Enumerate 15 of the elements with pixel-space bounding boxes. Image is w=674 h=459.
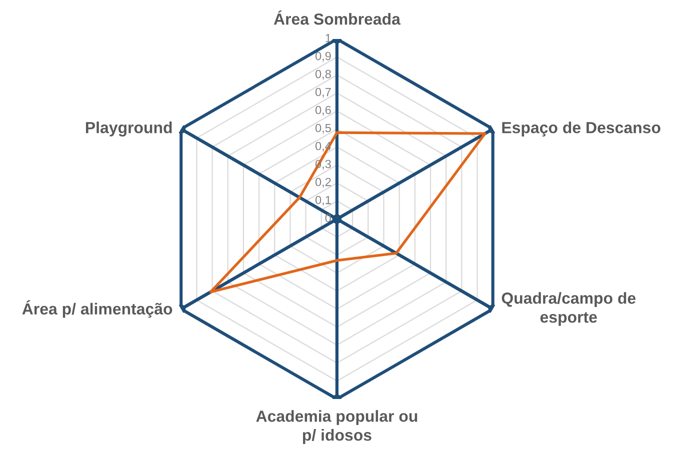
spoke-label: Quadra/campo de esporte: [502, 292, 636, 326]
spoke-label: Área p/ alimentação: [22, 300, 172, 318]
y-tick-label: 1: [326, 34, 331, 42]
y-tick-label: 0,2: [315, 178, 331, 188]
y-tick-label: 0: [325, 214, 331, 222]
spoke-label: Academia popular ou p/ idosos: [256, 410, 418, 444]
y-tick-label: 0,6: [315, 106, 331, 116]
y-tick-label: 0,1: [315, 196, 331, 206]
spoke-label: Área Sombreada: [274, 10, 401, 25]
y-tick-label: 0,7: [315, 88, 331, 98]
y-tick-label: 0,8: [315, 70, 331, 80]
y-tick-label: 0,9: [315, 52, 331, 62]
y-tick-label: 0,5: [315, 124, 331, 134]
spoke-label: Playground: [86, 122, 172, 136]
spoke-label: Espaço de Descanso: [502, 122, 660, 136]
